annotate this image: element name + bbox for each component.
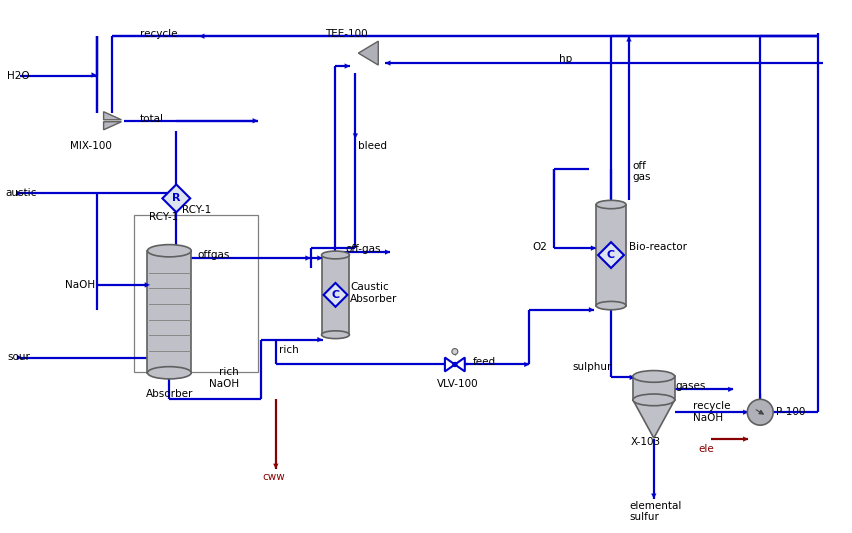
Text: bleed: bleed bbox=[358, 141, 387, 151]
Text: recycle: recycle bbox=[140, 29, 177, 39]
Ellipse shape bbox=[596, 302, 625, 310]
Polygon shape bbox=[597, 242, 623, 268]
Text: total: total bbox=[140, 114, 164, 124]
Text: Caustic
Absorber: Caustic Absorber bbox=[350, 282, 397, 303]
Ellipse shape bbox=[596, 200, 625, 209]
Text: Bio-reactor: Bio-reactor bbox=[628, 242, 686, 252]
Text: gases: gases bbox=[675, 382, 705, 391]
Text: austic: austic bbox=[5, 188, 37, 198]
Text: H2O: H2O bbox=[7, 71, 30, 81]
Ellipse shape bbox=[147, 367, 191, 379]
FancyBboxPatch shape bbox=[321, 255, 349, 335]
FancyBboxPatch shape bbox=[147, 251, 191, 373]
Text: off
gas: off gas bbox=[631, 160, 650, 182]
Text: off-gas: off-gas bbox=[345, 244, 381, 254]
Text: hp: hp bbox=[559, 54, 572, 64]
FancyBboxPatch shape bbox=[632, 376, 674, 400]
Text: RCY-1: RCY-1 bbox=[149, 212, 178, 222]
Text: sulphur: sulphur bbox=[572, 361, 611, 372]
Text: ele: ele bbox=[698, 444, 713, 454]
Text: O2: O2 bbox=[532, 242, 547, 252]
Text: P-100: P-100 bbox=[775, 407, 804, 417]
Ellipse shape bbox=[321, 331, 349, 338]
Text: recycle
NaOH: recycle NaOH bbox=[692, 401, 729, 423]
Circle shape bbox=[746, 399, 772, 425]
Ellipse shape bbox=[321, 251, 349, 259]
Text: X-103: X-103 bbox=[630, 437, 660, 447]
Text: rich: rich bbox=[279, 345, 298, 354]
Text: MIX-100: MIX-100 bbox=[70, 141, 112, 151]
Text: sour: sour bbox=[7, 352, 30, 361]
Polygon shape bbox=[323, 283, 347, 307]
Text: feed: feed bbox=[472, 357, 495, 367]
Text: RCY-1: RCY-1 bbox=[181, 205, 210, 215]
Circle shape bbox=[452, 349, 458, 354]
Ellipse shape bbox=[632, 370, 674, 382]
Polygon shape bbox=[162, 184, 190, 212]
Text: elemental
sulfur: elemental sulfur bbox=[628, 501, 681, 522]
Text: TEE-100: TEE-100 bbox=[325, 29, 368, 39]
Text: NaOH: NaOH bbox=[65, 280, 95, 290]
Text: Absorber: Absorber bbox=[146, 389, 193, 399]
Text: cww: cww bbox=[262, 472, 285, 482]
FancyBboxPatch shape bbox=[596, 205, 625, 305]
Text: C: C bbox=[607, 250, 614, 260]
Text: C: C bbox=[331, 290, 339, 300]
Circle shape bbox=[452, 362, 457, 367]
Polygon shape bbox=[445, 358, 454, 372]
Ellipse shape bbox=[147, 245, 191, 257]
Polygon shape bbox=[103, 112, 121, 120]
Text: VLV-100: VLV-100 bbox=[436, 379, 478, 390]
Text: offgas: offgas bbox=[197, 250, 229, 260]
Text: rich
NaOH: rich NaOH bbox=[209, 367, 239, 389]
Text: R: R bbox=[172, 193, 181, 204]
Polygon shape bbox=[358, 41, 377, 65]
Ellipse shape bbox=[632, 394, 674, 406]
Polygon shape bbox=[632, 400, 674, 438]
Polygon shape bbox=[454, 358, 464, 372]
Polygon shape bbox=[103, 122, 121, 130]
